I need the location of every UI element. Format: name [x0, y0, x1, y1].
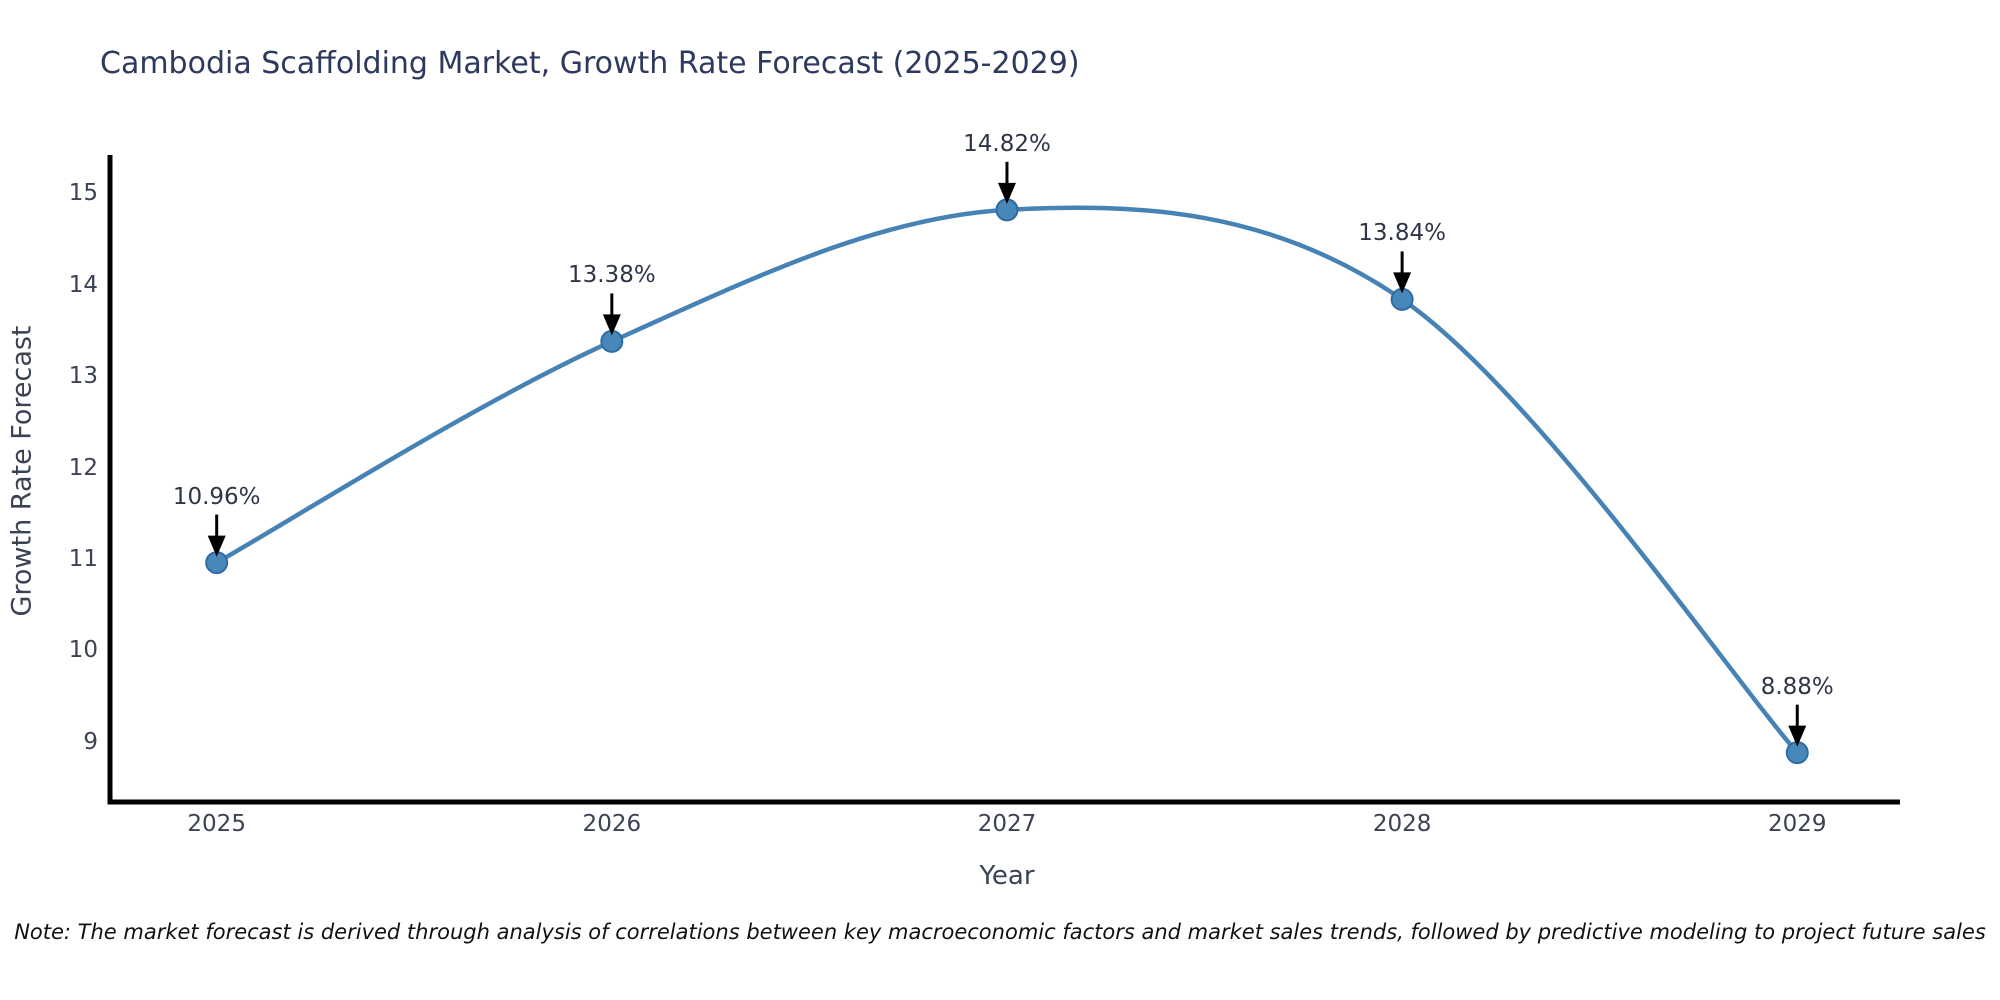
x-axis-title: Year — [979, 861, 1035, 891]
chart-title: Cambodia Scaffolding Market, Growth Rate… — [100, 46, 1080, 81]
annotation-arrow-head — [997, 182, 1016, 204]
annotation-arrow-head — [207, 535, 226, 557]
annotation-arrow-head — [1788, 725, 1807, 747]
footnote: Note: The market forecast is derived thr… — [14, 920, 1986, 944]
annotation-arrow-head — [1393, 272, 1412, 294]
annotation-arrow-head — [602, 314, 621, 336]
trend-line — [214, 205, 1800, 755]
